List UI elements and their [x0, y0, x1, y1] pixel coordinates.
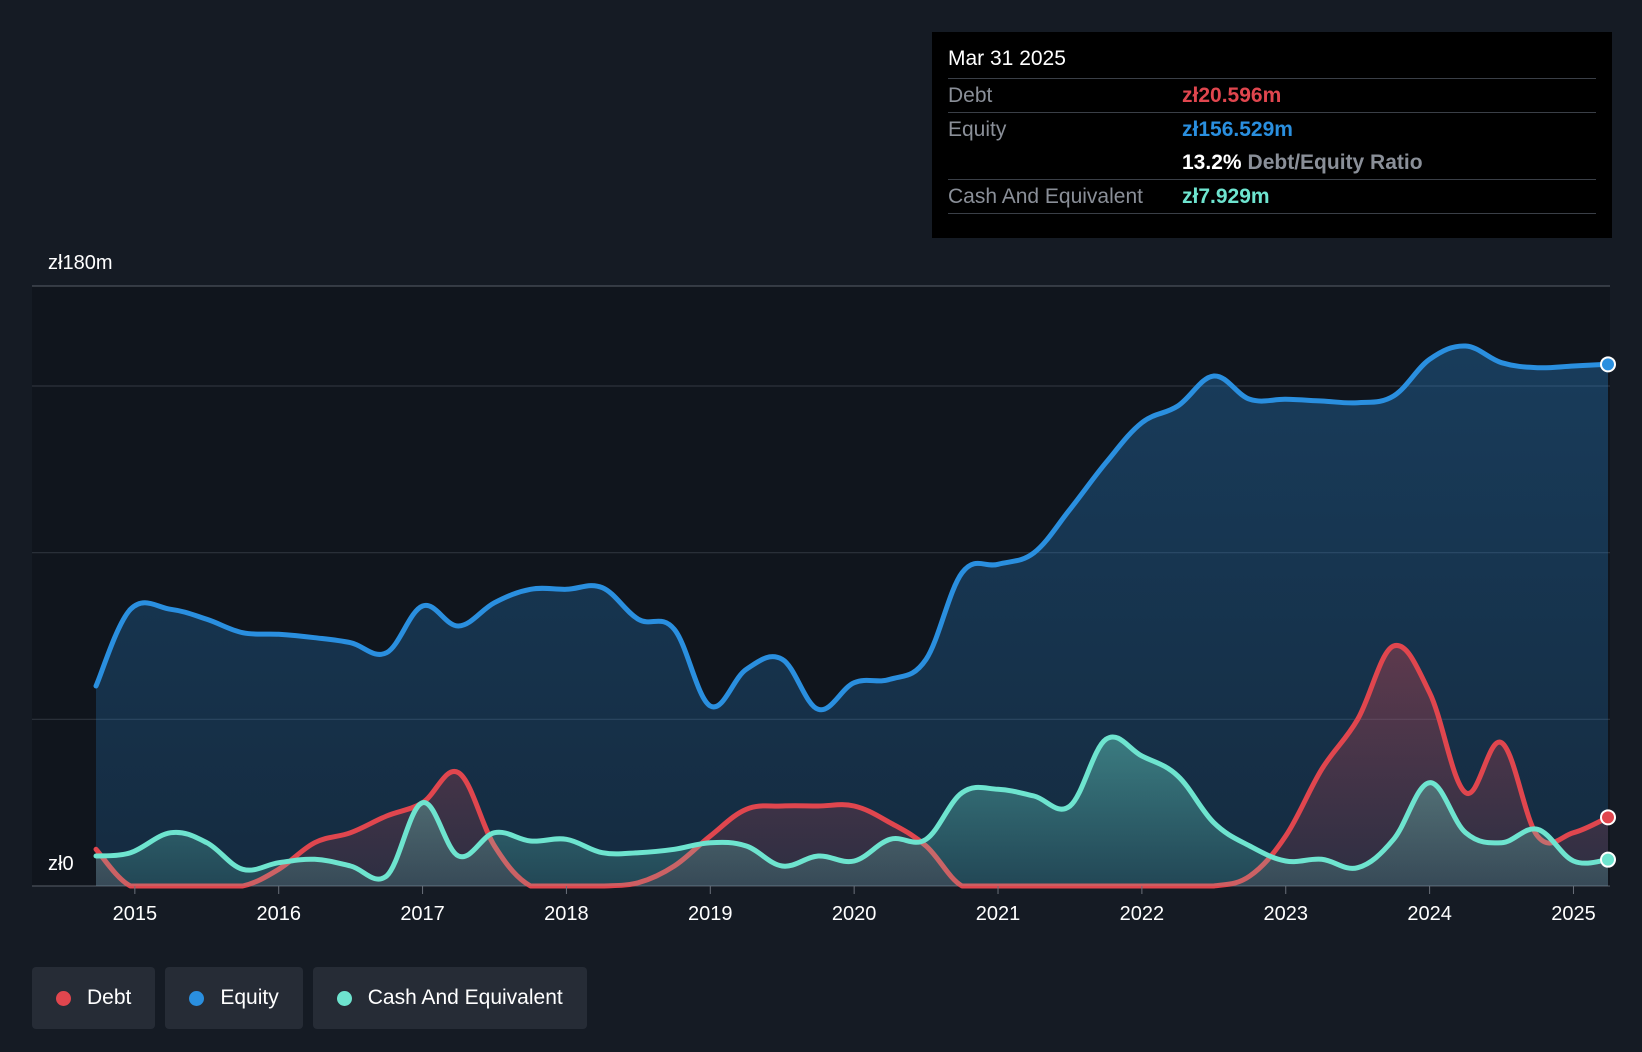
x-tick-label: 2023: [1263, 903, 1308, 925]
tooltip-equity-value: zł156.529m: [1182, 118, 1293, 141]
end-markers: [1600, 356, 1616, 868]
line-equity: [93, 343, 1611, 713]
series-layer: [93, 343, 1611, 889]
legend-item-equity[interactable]: Equity: [165, 967, 303, 1029]
x-axis-ticks: 2015 2016 2017 2018 2019 2020 2021 2022 2023 2024…: [113, 886, 1596, 925]
area-debt: [96, 645, 1608, 886]
y-axis-zero-label: zł0: [48, 853, 74, 875]
x-tick-label: 2020: [832, 903, 877, 925]
area-equity: [96, 345, 1608, 886]
x-tick-label: 2019: [688, 903, 733, 925]
x-tick-label: 2016: [256, 903, 301, 925]
data-tooltip: Mar 31 2025 Debt zł20.596m Equity zł156.…: [932, 32, 1612, 238]
y-axis-top-label: zł180m: [48, 252, 112, 274]
tooltip-ratio-row: 13.2% Debt/Equity Ratio: [948, 146, 1596, 180]
end-marker-debt: [1600, 809, 1616, 826]
legend-dot-equity-icon: [189, 990, 205, 1006]
end-marker-cash: [1600, 851, 1616, 868]
chart-legend: Debt Equity Cash And Equivalent: [32, 967, 587, 1029]
area-cash: [96, 736, 1608, 886]
x-tick-label: 2015: [113, 903, 158, 925]
x-tick-label: 2025: [1551, 903, 1596, 925]
tooltip-ratio-percent: 13.2%: [1182, 151, 1242, 174]
legend-item-debt[interactable]: Debt: [32, 967, 156, 1029]
tooltip-date: Mar 31 2025: [948, 46, 1596, 79]
tooltip-debt-label: Debt: [948, 84, 993, 107]
tooltip-debt-value: zł20.596m: [1182, 84, 1282, 107]
line-cash: [93, 734, 1611, 882]
tooltip-debt-row: Debt zł20.596m: [948, 79, 1596, 113]
legend-label-cash: Cash And Equivalent: [367, 986, 563, 1009]
tooltip-equity-row: Equity zł156.529m: [948, 113, 1596, 146]
legend-dot-cash-icon: [336, 990, 352, 1006]
x-tick-label: 2021: [976, 903, 1021, 925]
line-debt: [93, 642, 1611, 889]
tooltip-ratio-label: Debt/Equity Ratio: [1247, 151, 1423, 174]
x-tick-label: 2017: [400, 903, 445, 925]
tooltip-cash-label: Cash And Equivalent: [948, 185, 1143, 208]
tooltip-cash-value: zł7.929m: [1182, 185, 1270, 208]
x-tick-label: 2018: [544, 903, 589, 925]
x-tick-label: 2022: [1120, 903, 1165, 925]
tooltip-cash-row: Cash And Equivalent zł7.929m: [948, 180, 1596, 214]
legend-label-equity: Equity: [220, 986, 279, 1009]
end-marker-equity: [1600, 356, 1616, 373]
x-tick-label: 2024: [1407, 903, 1452, 925]
legend-item-cash[interactable]: Cash And Equivalent: [312, 967, 587, 1029]
legend-dot-debt-icon: [56, 990, 71, 1006]
tooltip-equity-label: Equity: [948, 118, 1007, 141]
legend-label-debt: Debt: [87, 986, 132, 1009]
